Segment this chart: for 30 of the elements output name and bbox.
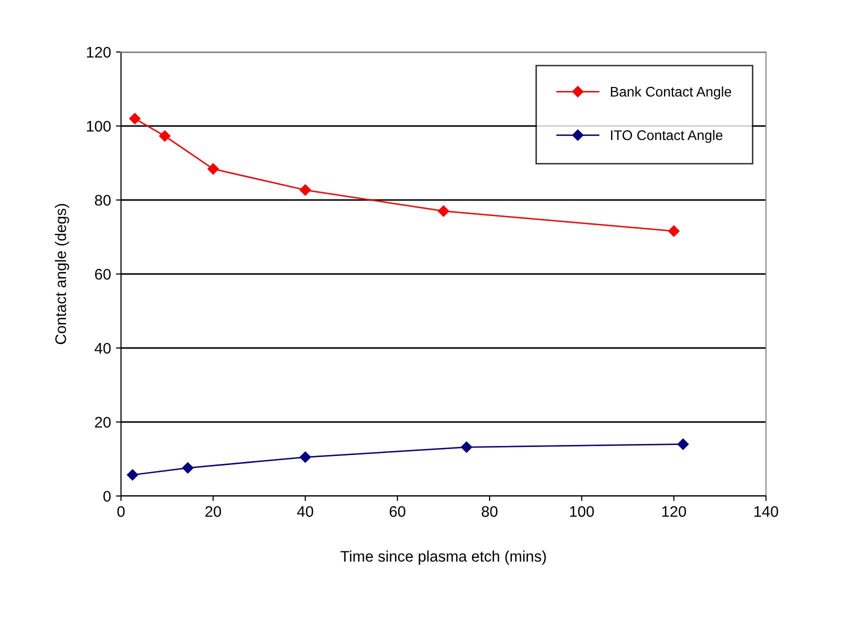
point (300, 452, 311, 463)
point (460, 442, 472, 453)
y-axis-title: Contact angle (degs) (54, 204, 70, 344)
y-tick-label: 120 (86, 46, 111, 58)
x-tick-label: 80 (482, 506, 498, 517)
y-tick-label: 0 (103, 490, 111, 502)
y-tick-label: 20 (95, 416, 111, 428)
x-axis-title: Time since plasma etch (mins) (340, 550, 546, 565)
point (438, 205, 450, 217)
x-tick-label: 60 (390, 506, 406, 517)
point (159, 130, 170, 142)
point (677, 438, 689, 450)
point (126, 469, 138, 481)
point (668, 225, 680, 237)
point (300, 184, 311, 196)
y-tick-label: 40 (94, 342, 111, 354)
x-tick-label: 20 (205, 506, 222, 517)
x-tick-label: 40 (297, 506, 314, 517)
x-tick-label: 140 (754, 506, 778, 517)
legend-label: ITO Contact Angle (611, 130, 722, 143)
x-tick-label: 100 (570, 506, 594, 517)
point (208, 163, 219, 175)
y-tick-label: 100 (86, 120, 111, 132)
x-tick-label: 120 (662, 506, 686, 517)
legend-label: Bank Contact Angle (610, 86, 732, 100)
point (129, 112, 140, 124)
y-tick-label: 80 (94, 194, 111, 206)
point (182, 462, 194, 474)
y-tick-label: 60 (95, 268, 111, 280)
x-tick-label: 0 (117, 506, 125, 517)
